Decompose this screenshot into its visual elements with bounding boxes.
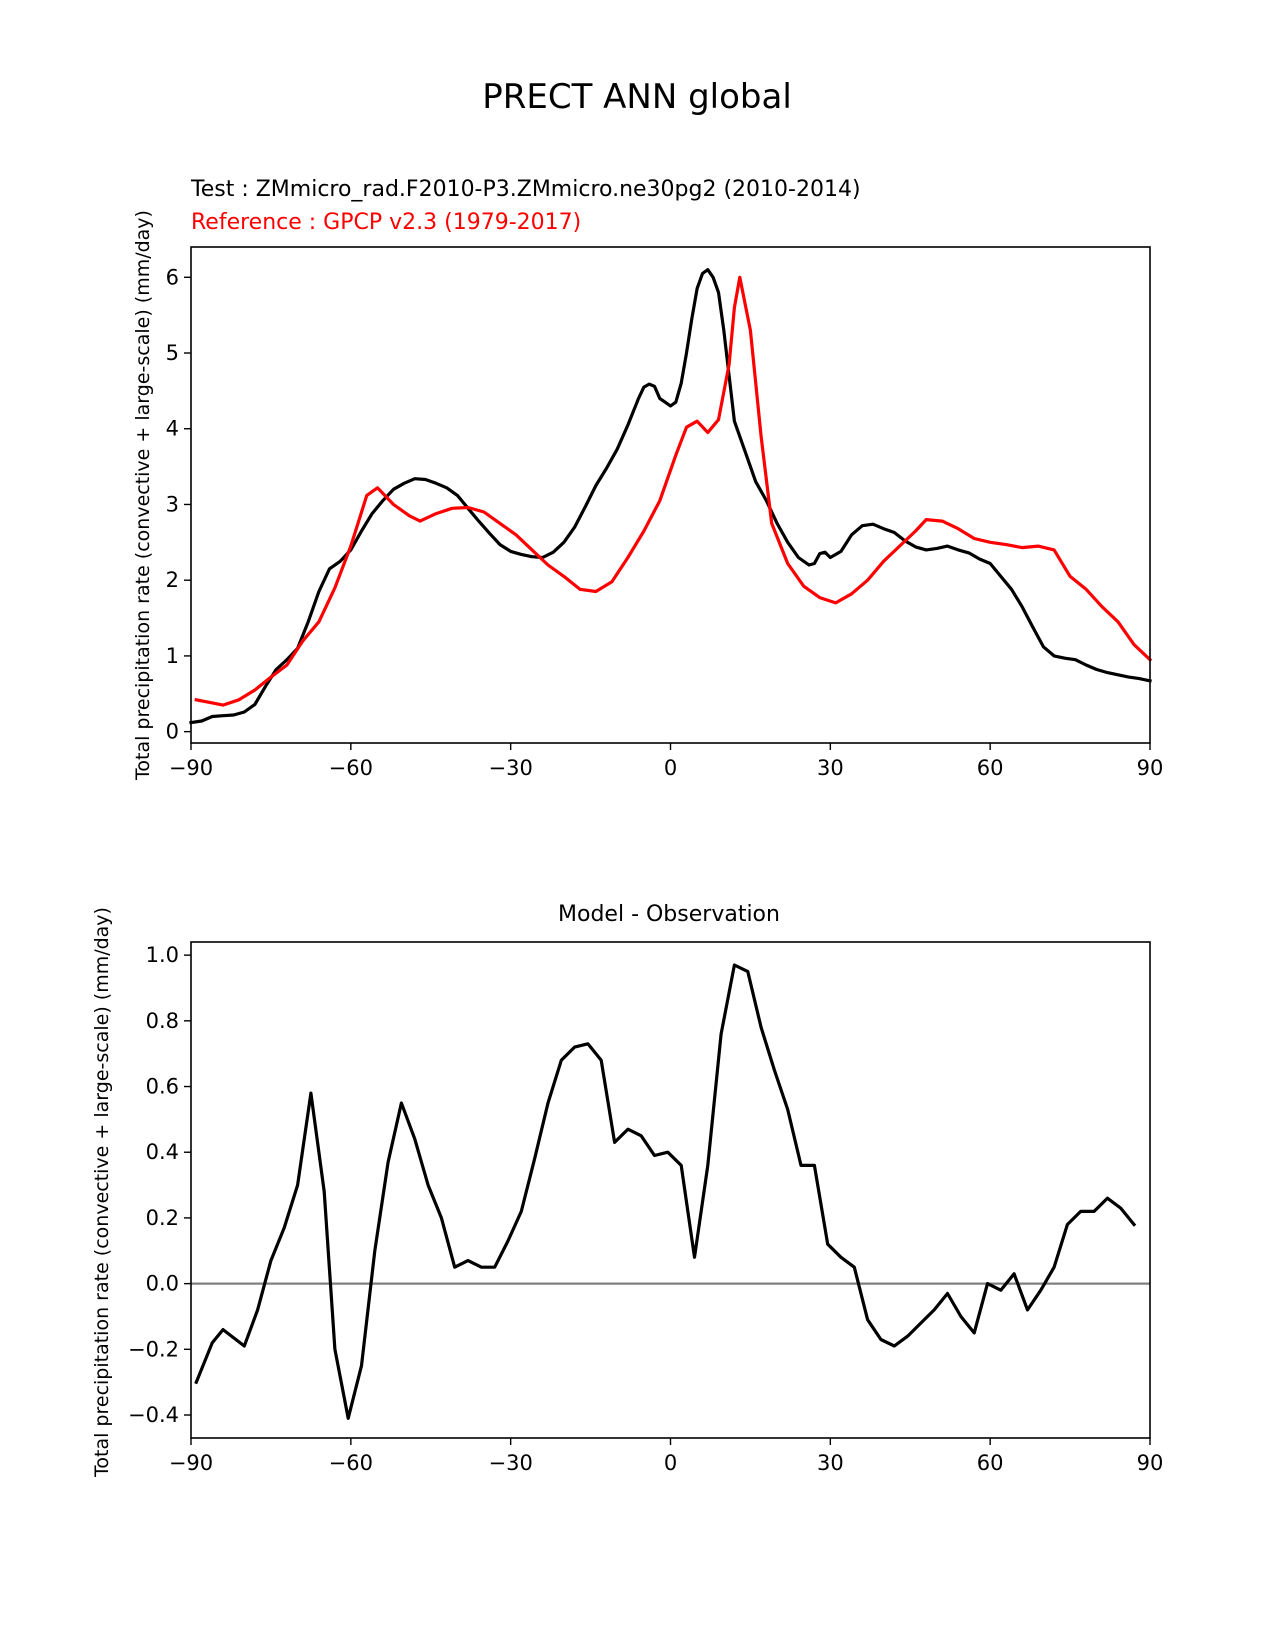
- top-axes-frame: [190, 246, 1151, 744]
- top-y-tick-label: 1: [166, 644, 179, 668]
- figure-title: PRECT ANN global: [482, 77, 792, 117]
- top-y-tick-label: 4: [166, 417, 179, 441]
- bottom-panel: Model - Observation Total precipitation …: [91, 902, 1163, 1478]
- bottom-x-tick-label: −90: [169, 1451, 213, 1475]
- top-x-tick-label: −30: [489, 756, 533, 780]
- top-x-tick-label: 90: [1137, 756, 1164, 780]
- top-x-tick-label: 30: [817, 756, 844, 780]
- top-x-tick-label: −60: [329, 756, 373, 780]
- top-x-tick-label: 60: [977, 756, 1004, 780]
- bottom-y-tick-label: 0.4: [146, 1140, 179, 1164]
- bottom-y-tick-label: 0.6: [146, 1075, 179, 1099]
- top-y-tick-label: 3: [166, 492, 179, 516]
- top-reference-series-line: [194, 275, 1153, 707]
- bottom-x-tick-label: 30: [817, 1451, 844, 1475]
- bottom-x-tick-label: 0: [664, 1451, 677, 1475]
- bottom-y-axis-label: Total precipitation rate (convective + l…: [91, 907, 113, 1478]
- test-label: Test : ZMmicro_rad.F2010-P3.ZMmicro.ne30…: [190, 177, 861, 202]
- top-x-tick-label: −90: [169, 756, 213, 780]
- top-y-tick-label: 2: [166, 568, 179, 592]
- top-y-axis-label: Total precipitation rate (convective + l…: [132, 210, 154, 781]
- top-y-tick-label: 6: [166, 265, 179, 289]
- top-test-series-line: [189, 268, 1152, 725]
- bottom-x-tick-label: 90: [1137, 1451, 1164, 1475]
- top-panel: Test : ZMmicro_rad.F2010-P3.ZMmicro.ne30…: [132, 177, 1163, 781]
- bottom-difference-series-line: [194, 963, 1137, 1420]
- bottom-y-tick-label: −0.2: [128, 1337, 179, 1361]
- bottom-x-tick-label: −60: [329, 1451, 373, 1475]
- bottom-y-tick-label: −0.4: [128, 1403, 179, 1427]
- bottom-y-tick-label: 0.0: [146, 1272, 179, 1296]
- difference-plot-title: Model - Observation: [558, 902, 780, 927]
- reference-label: Reference : GPCP v2.3 (1979-2017): [191, 210, 581, 235]
- top-y-tick-label: 5: [166, 341, 179, 365]
- top-y-tick-label: 0: [166, 720, 179, 744]
- bottom-x-tick-label: 60: [977, 1451, 1004, 1475]
- bottom-axes-frame: [190, 941, 1151, 1439]
- bottom-y-tick-label: 0.8: [146, 1009, 179, 1033]
- bottom-y-tick-label: 1.0: [146, 943, 179, 967]
- top-x-tick-label: 0: [664, 756, 677, 780]
- bottom-x-tick-label: −30: [489, 1451, 533, 1475]
- bottom-y-tick-label: 0.2: [146, 1206, 179, 1230]
